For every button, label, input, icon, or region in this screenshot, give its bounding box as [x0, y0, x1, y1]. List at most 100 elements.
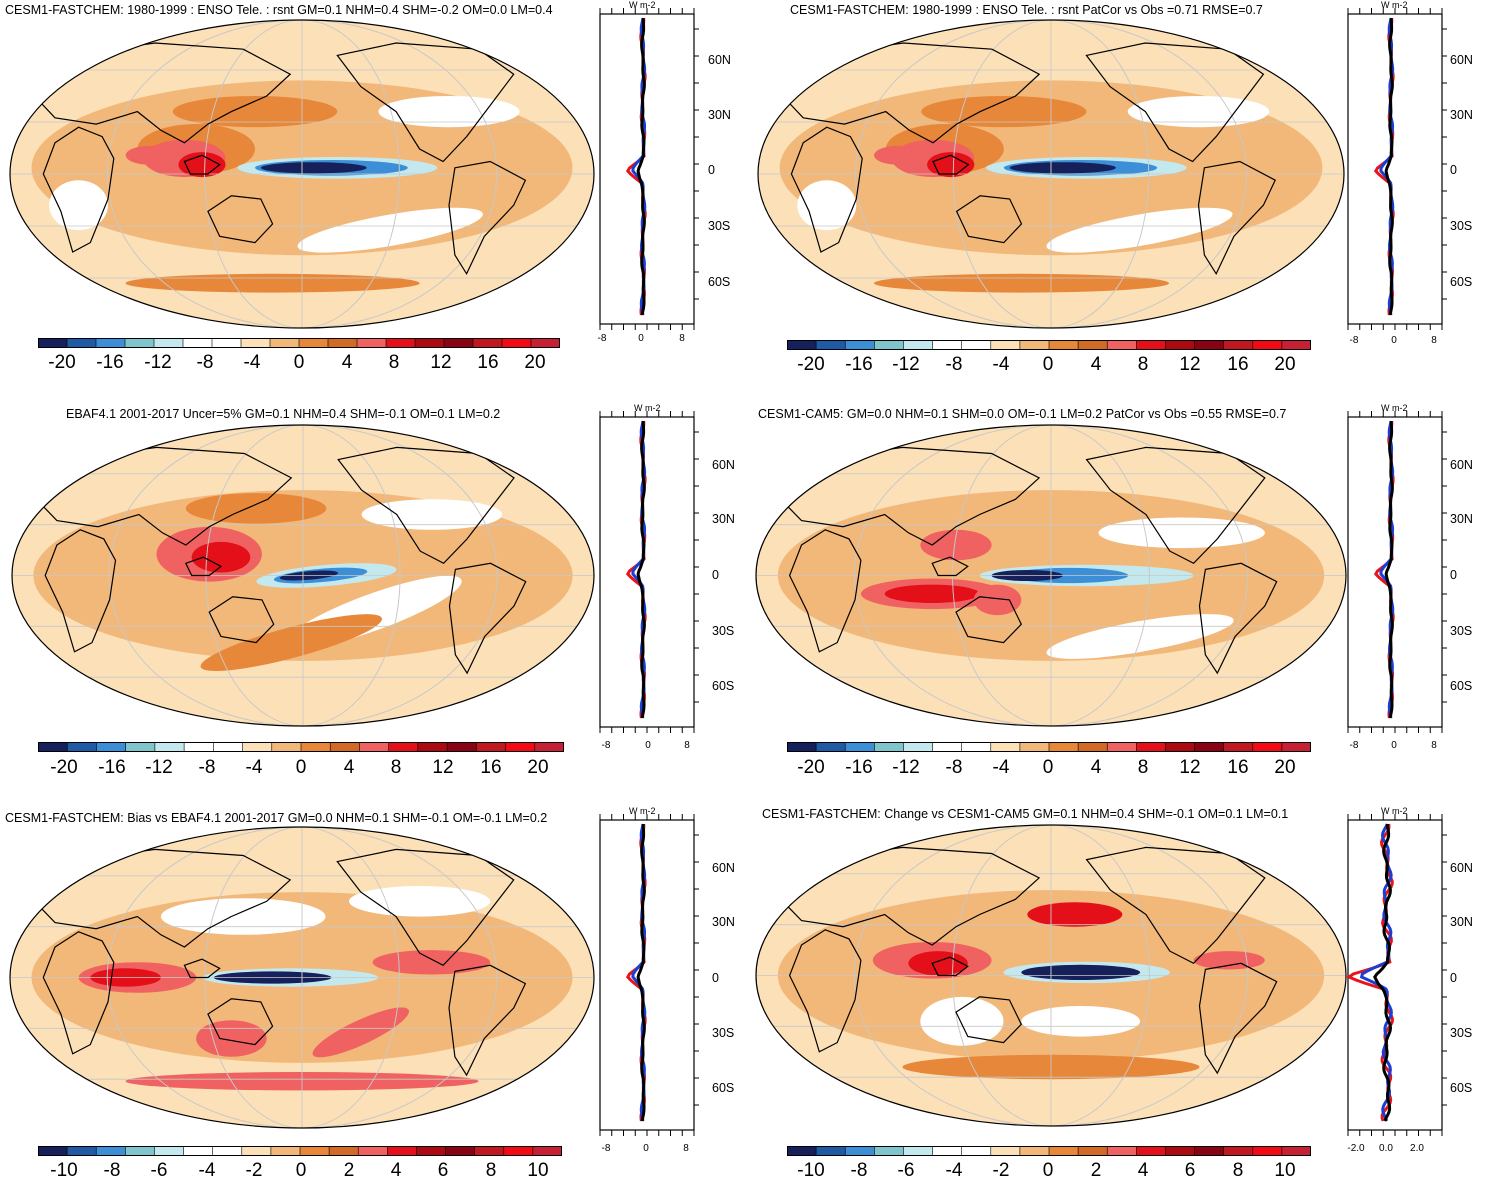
colorbar-box [1049, 340, 1079, 350]
colorbar [38, 742, 564, 752]
lat-label-30n: 30N [712, 512, 735, 526]
map-anomaly-region [378, 96, 519, 127]
colorbar-box [271, 1146, 301, 1156]
lat-label-eq: 0 [712, 568, 719, 582]
colorbar-box [1282, 1146, 1311, 1156]
colorbar [787, 742, 1311, 752]
lat-label-30s: 30S [712, 624, 734, 638]
colorbar-box [845, 742, 875, 752]
colorbar-label: 16 [480, 757, 501, 779]
colorbar-label: -4 [946, 1160, 963, 1182]
colorbar-box [270, 338, 300, 348]
colorbar-label: -20 [50, 757, 77, 779]
lat-label-60n: 60N [1450, 53, 1473, 67]
profile-xtick-label: 0 [638, 333, 644, 344]
colorbar-box [1195, 340, 1225, 350]
profile-xtick-label: 0.0 [1379, 1143, 1393, 1154]
lat-label-eq: 0 [1450, 163, 1457, 177]
world-map [8, 825, 596, 1130]
lat-label-30n: 30N [1450, 108, 1473, 122]
colorbar-label: 12 [1179, 354, 1200, 376]
colorbar-label: -16 [98, 757, 125, 779]
colorbar-box [1195, 742, 1225, 752]
colorbar-box [933, 742, 963, 752]
colorbar [38, 1146, 562, 1156]
colorbar-label: -8 [104, 1160, 121, 1182]
colorbar-box [962, 340, 992, 350]
zonal-mean-profile [596, 403, 706, 733]
map-anomaly-region [1128, 96, 1270, 127]
colorbar-box [154, 338, 184, 348]
colorbar-box [446, 1146, 476, 1156]
map-anomaly-region [1021, 1006, 1140, 1037]
colorbar-label: 10 [527, 1160, 548, 1182]
colorbar-label: 4 [391, 1160, 402, 1182]
colorbar-box [1107, 742, 1137, 752]
map-anomaly-region [349, 886, 490, 917]
colorbar-label: -2 [246, 1160, 263, 1182]
panel-title: CESM1-FASTCHEM: 1980-1999 : ENSO Tele. :… [790, 3, 1263, 17]
colorbar-box [1078, 742, 1108, 752]
colorbar-box [787, 1146, 817, 1156]
lat-label-60n: 60N [708, 53, 731, 67]
lat-label-60s: 60S [1450, 679, 1472, 693]
colorbar-label: 0 [296, 1160, 307, 1182]
colorbar-label: -6 [151, 1160, 168, 1182]
profile-frame [1348, 417, 1442, 727]
colorbar-label: 4 [1091, 757, 1102, 779]
colorbar-box [358, 1146, 388, 1156]
colorbar-label: -6 [898, 1160, 915, 1182]
colorbar-box [184, 1146, 214, 1156]
profile-xtick-label: 8 [1431, 740, 1437, 751]
colorbar-label: -16 [845, 757, 872, 779]
colorbar-label: -8 [851, 1160, 868, 1182]
colorbar-label: -12 [892, 757, 919, 779]
colorbar-box [787, 340, 817, 350]
colorbar-box [1253, 1146, 1283, 1156]
colorbar-box [125, 338, 155, 348]
colorbar-box [476, 742, 506, 752]
colorbar [787, 1146, 1311, 1156]
panel-1: CESM1-FASTCHEM: 1980-1999 : ENSO Tele. :… [0, 0, 744, 393]
profile-xtick-label: -8 [598, 333, 607, 344]
colorbar-label: -12 [892, 354, 919, 376]
colorbar-box [1195, 1146, 1225, 1156]
colorbar-label: -8 [946, 354, 963, 376]
colorbar-box [991, 340, 1021, 350]
colorbar-label: -4 [246, 757, 263, 779]
colorbar-box [67, 742, 97, 752]
profile-xtick-label: 2.0 [1410, 1143, 1424, 1154]
colorbar [38, 338, 560, 348]
profile-xtick-label: -8 [602, 1143, 611, 1154]
profile-frame [1348, 14, 1442, 324]
lat-label-60n: 60N [1450, 458, 1473, 472]
colorbar-box [1253, 742, 1283, 752]
colorbar-label: -4 [993, 354, 1010, 376]
lat-label-30s: 30S [712, 1026, 734, 1040]
lat-label-60n: 60N [712, 458, 735, 472]
profile-frame [600, 14, 694, 324]
colorbar-box [38, 338, 68, 348]
units-label: W m-2 [1381, 0, 1408, 10]
map-anomaly-region [186, 493, 327, 524]
colorbar-label: 0 [294, 352, 305, 374]
world-map [754, 823, 1348, 1128]
colorbar-box [816, 340, 846, 350]
lat-label-eq: 0 [712, 971, 719, 985]
colorbar-box [184, 742, 214, 752]
colorbar-box [504, 1146, 534, 1156]
colorbar-box [933, 340, 963, 350]
colorbar-label: 0 [296, 757, 307, 779]
colorbar-box [389, 742, 419, 752]
colorbar-box [1165, 1146, 1195, 1156]
colorbar-box [1136, 1146, 1166, 1156]
colorbar-box [96, 338, 126, 348]
lat-label-30n: 30N [1450, 915, 1473, 929]
profile-xtick-label: -2.0 [1347, 1143, 1364, 1154]
profile-xtick-label: 0 [1391, 335, 1397, 346]
colorbar-box [962, 1146, 992, 1156]
map-anomaly-region [1010, 162, 1116, 173]
colorbar-label: -2 [993, 1160, 1010, 1182]
map-anomaly-region [373, 950, 491, 974]
colorbar-label: 0 [1043, 757, 1054, 779]
